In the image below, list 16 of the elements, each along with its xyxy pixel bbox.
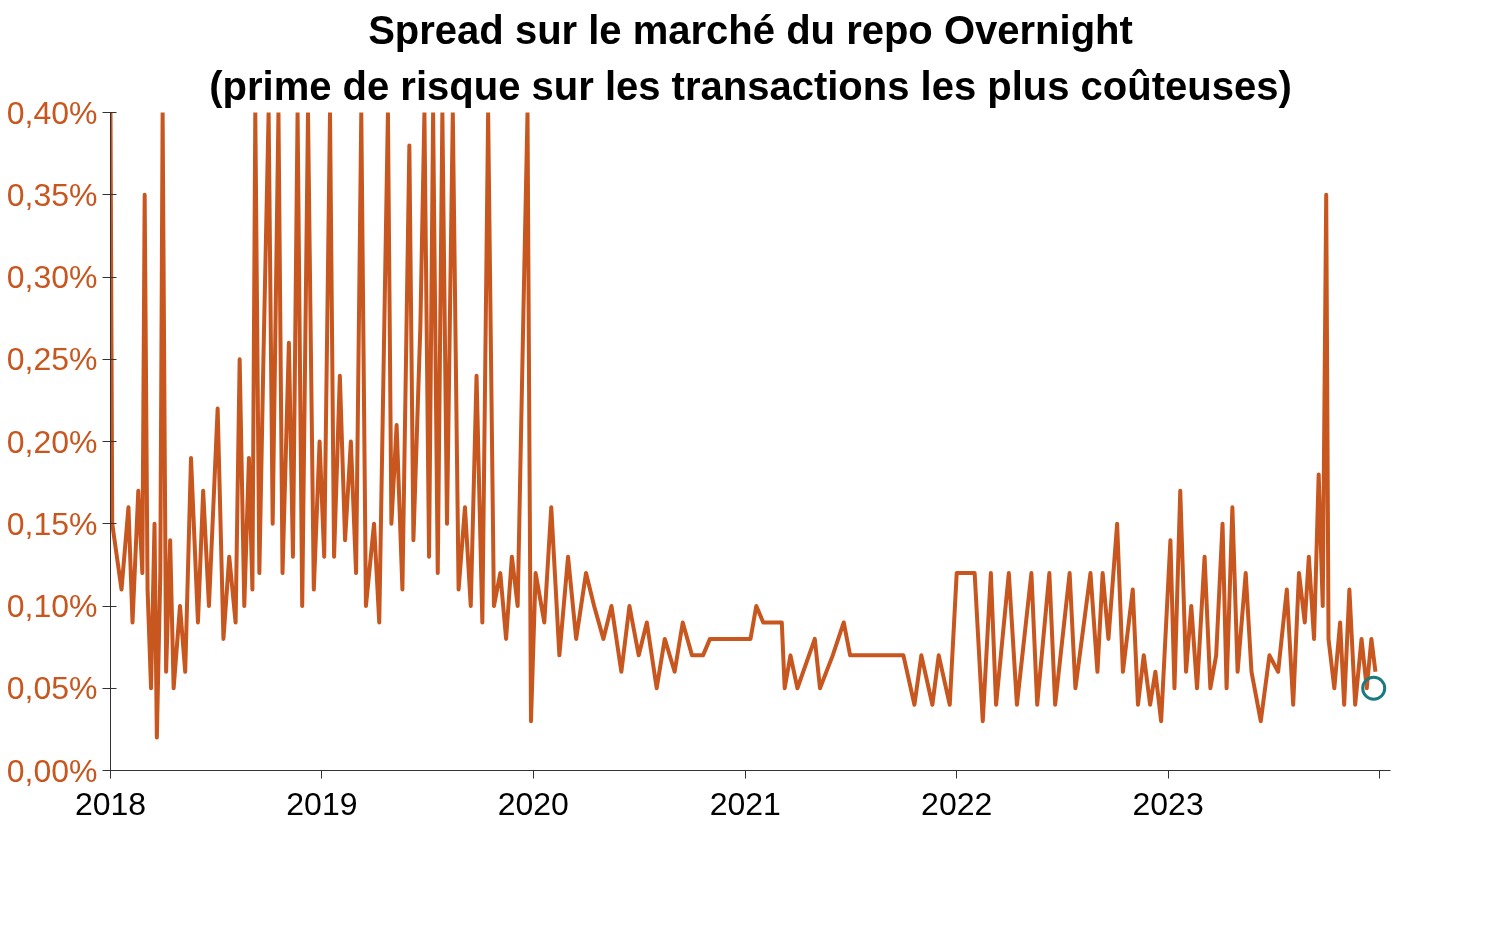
line-series — [110, 112, 1378, 740]
x-tick-label: 2022 — [921, 785, 993, 822]
x-tick-label: 2023 — [1132, 785, 1204, 822]
x-tick-label: 2021 — [709, 785, 781, 822]
x-tick-label: 2019 — [286, 785, 358, 822]
x-tick-label: 2020 — [497, 785, 569, 822]
y-tick-label: 0,40% — [6, 94, 98, 131]
y-tick-label: 0,20% — [6, 423, 98, 460]
y-tick-label: 0,25% — [6, 341, 98, 378]
y-tick-label: 0,30% — [6, 259, 98, 295]
y-tick-label: 0,15% — [6, 505, 98, 542]
chart-subtitle: (prime de risque sur les transactions les plus coûteuses) — [209, 63, 1292, 108]
y-tick-label: 0,05% — [6, 670, 98, 707]
chart-title: Spread sur le marché du repo Overnight — [368, 7, 1133, 52]
y-tick-label: 0,10% — [6, 588, 98, 624]
y-tick-label: 0,35% — [6, 176, 98, 213]
